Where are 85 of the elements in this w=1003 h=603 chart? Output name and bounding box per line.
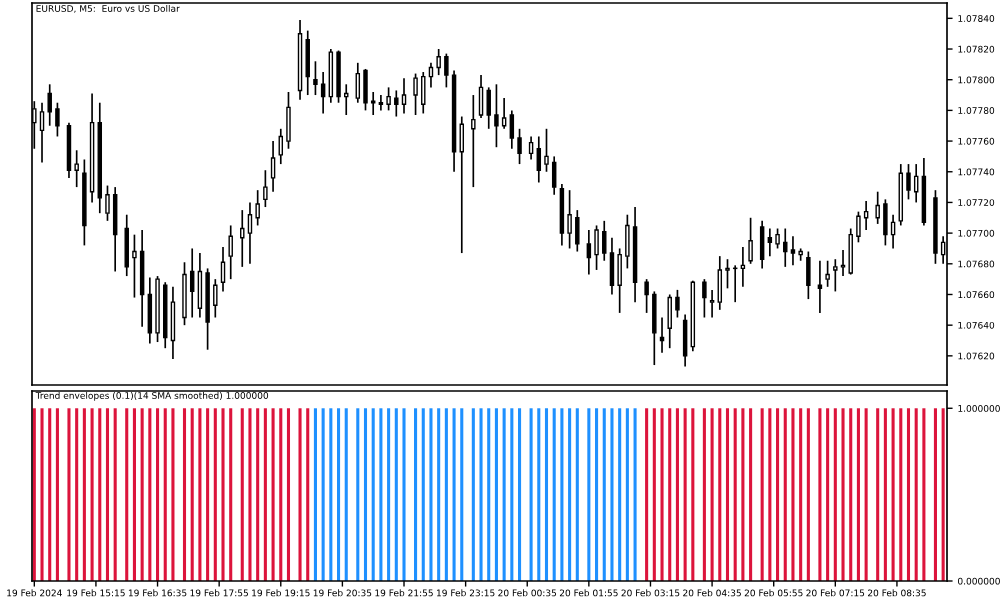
candlestick bbox=[305, 29, 310, 96]
candlestick bbox=[297, 19, 303, 101]
candlestick bbox=[370, 91, 376, 116]
candlestick bbox=[559, 183, 565, 247]
x-tick-label: 20 Feb 03:15 bbox=[621, 589, 680, 597]
candlestick bbox=[682, 313, 688, 368]
x-tick-label: 20 Feb 01:55 bbox=[559, 589, 618, 597]
x-tick-label: 19 Feb 23:15 bbox=[437, 589, 495, 597]
candlestick bbox=[494, 83, 499, 149]
x-tick-label: 19 Feb 21:55 bbox=[375, 589, 433, 597]
candlestick bbox=[436, 48, 441, 76]
x-tick-label: 20 Feb 08:35 bbox=[867, 589, 926, 597]
candlestick bbox=[39, 101, 45, 164]
candlestick bbox=[652, 290, 657, 366]
candlestick bbox=[586, 229, 592, 276]
x-tick-label: 19 Feb 19:15 bbox=[252, 589, 310, 597]
y-tick-label: 1.000000 bbox=[958, 405, 1000, 412]
x-tick-label: 19 Feb 15:15 bbox=[67, 589, 125, 597]
y-tick-label: 1.07800 bbox=[958, 76, 995, 84]
candlestick bbox=[501, 97, 507, 130]
candlestick bbox=[528, 135, 534, 161]
candlestick bbox=[709, 289, 715, 319]
candlestick bbox=[421, 71, 426, 115]
candlestick bbox=[189, 247, 195, 319]
x-tick-label: 20 Feb 05:55 bbox=[744, 589, 803, 597]
x-tick-label: 19 Feb 2024 bbox=[7, 589, 62, 597]
x-tick-label: 20 Feb 04:35 bbox=[683, 589, 741, 597]
candlestick bbox=[47, 83, 52, 127]
candlestick bbox=[270, 140, 276, 193]
chart-title: Trend envelopes (0.1)(14 SMA smoothed) 1.000000 bbox=[35, 391, 269, 401]
candlestick bbox=[717, 255, 723, 311]
y-tick-label: 1.07740 bbox=[958, 168, 995, 176]
candlestick bbox=[124, 213, 129, 277]
y-tick-label: 1.07660 bbox=[958, 291, 995, 299]
candlestick bbox=[486, 86, 491, 130]
y-tick-label: 1.07640 bbox=[958, 321, 995, 329]
candlestick bbox=[471, 94, 476, 188]
candlestick bbox=[147, 276, 153, 345]
candlestick bbox=[459, 115, 465, 254]
candlestick bbox=[112, 186, 118, 273]
candlestick bbox=[240, 209, 245, 268]
candlestick bbox=[551, 155, 557, 196]
x-tick-label: 20 Feb 00:35 bbox=[498, 589, 557, 597]
candlestick bbox=[632, 206, 638, 303]
y-tick-label: 1.07700 bbox=[958, 229, 995, 237]
y-tick-label: 1.07780 bbox=[958, 107, 995, 114]
candlestick bbox=[97, 101, 103, 215]
candlestick bbox=[228, 224, 233, 280]
x-tick-label: 19 Feb 17:55 bbox=[190, 589, 248, 597]
candlestick bbox=[278, 127, 284, 165]
candlestick bbox=[790, 235, 796, 267]
candlestick bbox=[759, 220, 765, 270]
candlestick bbox=[575, 209, 580, 253]
candlestick bbox=[602, 220, 607, 262]
candlestick bbox=[170, 285, 176, 360]
y-tick-label: 1.07820 bbox=[958, 45, 995, 53]
y-tick-label: 1.07680 bbox=[958, 260, 995, 268]
x-tick-label: 20 Feb 07:15 bbox=[806, 589, 865, 597]
y-tick-label: 1.07620 bbox=[958, 352, 995, 360]
candlestick bbox=[247, 201, 253, 265]
candlestick bbox=[213, 278, 218, 319]
candlestick bbox=[139, 229, 145, 328]
x-tick-label: 19 Feb 16:35 bbox=[128, 589, 187, 597]
candlestick bbox=[355, 61, 361, 104]
candlestick bbox=[220, 246, 226, 293]
candlestick bbox=[401, 77, 407, 115]
candlestick bbox=[255, 189, 260, 227]
candlestick bbox=[74, 149, 79, 188]
y-tick-label: 1.07720 bbox=[958, 199, 995, 206]
y-tick-label: 1.07760 bbox=[958, 137, 995, 145]
candlestick bbox=[378, 94, 384, 112]
candlestick bbox=[509, 109, 515, 150]
candlestick bbox=[875, 190, 880, 225]
y-tick-label: 1.07840 bbox=[958, 15, 995, 22]
chart-title: EURUSD, M5: Euro vs US Dollar bbox=[36, 4, 180, 13]
candlestick bbox=[667, 293, 672, 350]
candlestick bbox=[767, 227, 773, 257]
candlestick bbox=[840, 249, 846, 277]
candlestick bbox=[609, 236, 615, 296]
candlestick bbox=[394, 89, 399, 118]
candlestick bbox=[197, 252, 203, 319]
candlestick bbox=[536, 135, 542, 184]
candlestick bbox=[833, 258, 838, 293]
x-tick-label: 19 Feb 20:35 bbox=[313, 589, 372, 597]
y-tick-label: 0.000000 bbox=[958, 577, 1000, 585]
